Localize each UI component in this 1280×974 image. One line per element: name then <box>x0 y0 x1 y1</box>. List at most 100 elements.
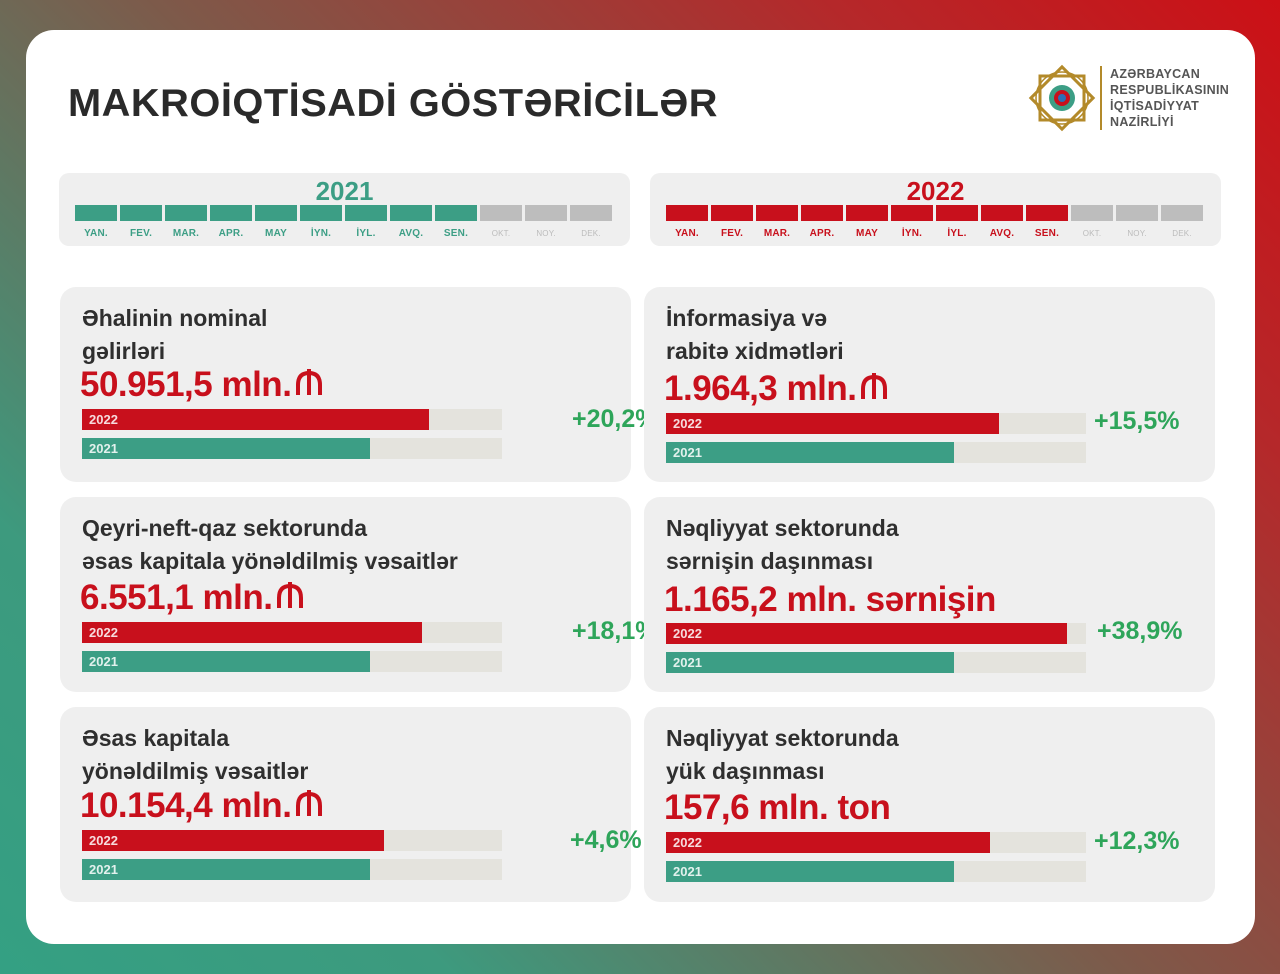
month-segment <box>120 205 162 221</box>
bar-2021-track: 2021 <box>666 442 1086 463</box>
page-title: MAKROİQTİSADİ GÖSTƏRİCİLƏR <box>68 82 719 125</box>
bar-2021-track: 2021 <box>82 859 502 880</box>
month-segment <box>981 205 1023 221</box>
month-labels: YAN. FEV. MAR. APR. MAY İYN. İYL. AVQ. SEN. OKT. N… <box>75 228 612 239</box>
month-label: OKT. <box>1082 229 1102 238</box>
bar-year-label: 2021 <box>89 654 118 669</box>
indicator-title-line: Nəqliyyat sektorunda <box>666 515 899 541</box>
indicator-panel: İnformasiya və rabitə xidmətləri 1.964,3 m… <box>644 287 1215 482</box>
bar-2022-fill <box>82 830 384 851</box>
indicator-panel: Qeyri-neft-qaz sektorunda əsas kapitala y… <box>60 497 658 692</box>
indicator-panel: Nəqliyyat sektorunda yük daşınması 157,6 m… <box>644 707 1215 902</box>
indicator-value-text: 157,6 mln. ton <box>664 788 891 827</box>
indicator-value-text: 50.951,5 mln. <box>80 365 292 404</box>
indicator-title-line: əsas kapitala yönəldilmiş vəsaitlər <box>82 548 458 574</box>
month-label: AVQ. <box>989 228 1015 239</box>
indicator-value-text: 1.964,3 mln. <box>664 369 857 408</box>
indicator-title-line: İnformasiya və <box>666 305 828 331</box>
ministry-name-line: RESPUBLİKASININ <box>1110 83 1230 97</box>
month-segment <box>666 205 708 221</box>
indicator-title-line: rabitə xidmətləri <box>666 338 844 364</box>
month-segment <box>255 205 297 221</box>
logo-divider <box>1100 66 1102 130</box>
month-segment <box>75 205 117 221</box>
bar-year-label: 2022 <box>89 625 118 640</box>
indicator-title: Qeyri-neft-qaz sektorunda əsas kapitala y… <box>82 512 458 578</box>
bar-2022-fill <box>666 413 999 434</box>
month-label: DEK. <box>1172 229 1192 238</box>
indicator-value: 6.551,1 mln. <box>80 578 304 618</box>
bar-2022-fill <box>666 623 1068 644</box>
month-label: İYL. <box>356 228 376 239</box>
bar-2021-fill <box>82 859 371 880</box>
month-segment <box>390 205 432 221</box>
indicator-title: Əsas kapitala yönəldilmiş vəsaitlər <box>82 722 308 788</box>
indicator-value: 1.165,2 mln. sərnişin <box>664 580 996 620</box>
bar-2021-fill <box>666 652 955 673</box>
indicator-title: Nəqliyyat sektorunda yük daşınması <box>666 722 899 788</box>
indicator-value: 10.154,4 mln. <box>80 786 323 826</box>
bar-2022-fill <box>666 832 991 853</box>
month-label: YAN. <box>675 228 699 239</box>
bar-2021-fill <box>82 438 371 459</box>
indicator-title: Nəqliyyat sektorunda sərnişin daşınması <box>666 512 899 578</box>
indicator-value: 157,6 mln. ton <box>664 788 891 828</box>
timeline-2021: 2021 YAN. FEV. MAR. APR. MAY İYN. İYL. AVQ. SEN.… <box>59 173 630 246</box>
month-label: MAY <box>265 228 287 239</box>
month-segment <box>165 205 207 221</box>
month-segments <box>666 205 1203 221</box>
indicator-title-line: gəlirləri <box>82 338 166 364</box>
change-percent: +38,9% <box>1097 617 1183 645</box>
month-segment <box>435 205 477 221</box>
timeline-year: 2021 <box>315 176 374 206</box>
month-label: İYN. <box>310 228 332 239</box>
bar-2022-fill <box>82 409 429 430</box>
ministry-name-line: İQTİSADİYYAT <box>1110 99 1200 113</box>
month-label: MAR. <box>763 228 791 239</box>
manat-icon <box>860 369 888 409</box>
change-percent: +4,6% <box>570 826 642 854</box>
timeline-2022: 2022 YAN. FEV. MAR. APR. MAY İYN. İYL. AVQ. SEN.… <box>650 173 1221 246</box>
bar-2021-fill <box>666 442 955 463</box>
month-segment <box>300 205 342 221</box>
indicator-panel: Nəqliyyat sektorunda sərnişin daşınması 1.… <box>644 497 1215 692</box>
month-segment <box>1071 205 1113 221</box>
bar-year-label: 2021 <box>673 864 702 879</box>
bar-year-label: 2021 <box>89 441 118 456</box>
change-percent: +18,1% <box>572 617 658 645</box>
ministry-emblem-icon <box>1026 62 1098 134</box>
indicator-title-line: Əsas kapitala <box>82 725 230 751</box>
indicator-title-line: Nəqliyyat sektorunda <box>666 725 899 751</box>
month-segment <box>480 205 522 221</box>
month-segment <box>936 205 978 221</box>
bar-year-label: 2022 <box>89 412 118 427</box>
bar-2021-fill <box>666 861 955 882</box>
indicator-value: 50.951,5 mln. <box>80 365 323 405</box>
month-label: AVQ. <box>398 228 424 239</box>
month-segment <box>711 205 753 221</box>
indicator-title-line: Qeyri-neft-qaz sektorunda <box>82 515 367 541</box>
timeline-year: 2022 <box>906 176 965 206</box>
month-label: NOY. <box>536 229 556 238</box>
month-label: DEK. <box>581 229 601 238</box>
bar-year-label: 2021 <box>673 655 702 670</box>
indicator-title-line: sərnişin daşınması <box>666 548 874 574</box>
bar-year-label: 2022 <box>673 416 702 431</box>
month-label: NOY. <box>1127 229 1147 238</box>
month-label: FEV. <box>720 228 744 239</box>
ministry-name: AZƏRBAYCAN RESPUBLİKASININ İQTİSADİYYAT … <box>1110 66 1229 130</box>
bar-2021-track: 2021 <box>82 438 502 459</box>
manat-icon <box>276 578 304 618</box>
indicator-value: 1.964,3 mln. <box>664 369 888 409</box>
month-segment <box>1026 205 1068 221</box>
month-label: YAN. <box>84 228 108 239</box>
bar-year-label: 2022 <box>673 626 702 641</box>
month-segment <box>570 205 612 221</box>
bar-year-label: 2022 <box>89 833 118 848</box>
bar-2022-track: 2022 <box>82 409 502 430</box>
month-label: FEV. <box>129 228 153 239</box>
month-label: İYL. <box>947 228 967 239</box>
month-label: SEN. <box>443 228 469 239</box>
month-label: APR. <box>809 228 835 239</box>
bar-2022-track: 2022 <box>666 832 1086 853</box>
